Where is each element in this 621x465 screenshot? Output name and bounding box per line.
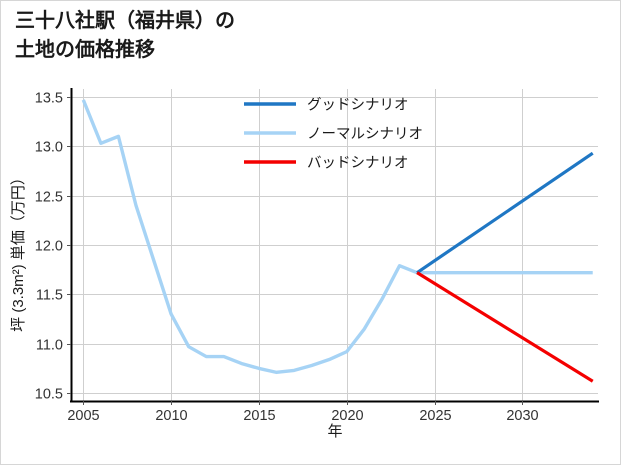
- x-axis-ticks: 2005 2010 2015 2020 2025 2030: [67, 401, 539, 424]
- y-tick-label: 13.5: [35, 91, 63, 107]
- y-axis-title: 坪 (3.3m²) 単価（万円）: [10, 170, 27, 332]
- y-tick-label: 10.5: [35, 387, 63, 403]
- legend-label: グッドシナリオ: [307, 97, 409, 114]
- series-group: [81, 99, 594, 383]
- x-axis-title: 年: [327, 423, 342, 440]
- legend-label: バッドシナリオ: [307, 156, 409, 172]
- gridlines: [71, 89, 598, 401]
- y-tick-label: 11.5: [36, 288, 63, 304]
- x-tick-label: 2025: [419, 408, 451, 424]
- y-tick-label: 12.5: [35, 190, 63, 206]
- series-line-good: [416, 151, 594, 274]
- series-line-normal: [81, 99, 593, 375]
- series-line-bad: [416, 271, 594, 383]
- y-tick-label: 12.0: [35, 239, 63, 255]
- x-tick-label: 2015: [243, 408, 275, 424]
- x-tick-label: 2010: [155, 408, 187, 424]
- x-tick-label: 2030: [506, 408, 538, 424]
- y-tick-label: 13.0: [35, 140, 63, 156]
- x-tick-label: 2020: [331, 408, 363, 424]
- axis-spines: [70, 88, 599, 403]
- x-tick-label: 2005: [67, 408, 99, 424]
- y-tick-label: 11.0: [36, 338, 63, 354]
- page-title: 三十八社駅（福井県）の 土地の価格推移: [15, 10, 235, 61]
- legend-label: ノーマルシナリオ: [307, 127, 423, 143]
- y-axis-ticks: 10.5 11.0 11.5 12.0 12.5 13.0 13.5: [35, 91, 71, 403]
